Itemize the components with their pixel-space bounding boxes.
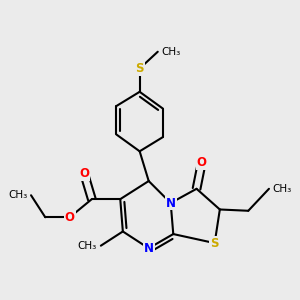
Text: O: O: [197, 156, 207, 170]
Text: O: O: [79, 167, 89, 180]
Text: N: N: [144, 242, 154, 255]
Text: CH₃: CH₃: [78, 241, 97, 251]
Text: O: O: [65, 211, 75, 224]
Text: N: N: [166, 196, 176, 209]
Text: S: S: [210, 237, 219, 250]
Text: CH₃: CH₃: [273, 184, 292, 194]
Text: S: S: [135, 62, 144, 75]
Text: CH₃: CH₃: [8, 190, 27, 200]
Text: CH₃: CH₃: [162, 47, 181, 57]
